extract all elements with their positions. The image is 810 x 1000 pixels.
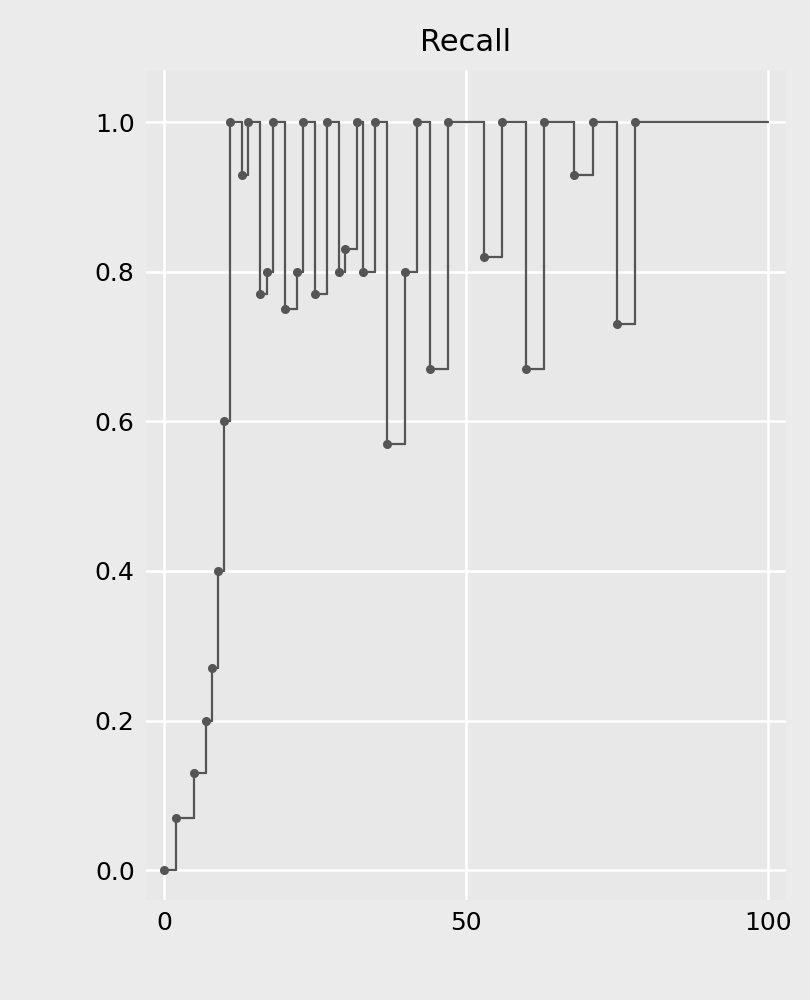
Title: Recall: Recall: [420, 28, 511, 57]
